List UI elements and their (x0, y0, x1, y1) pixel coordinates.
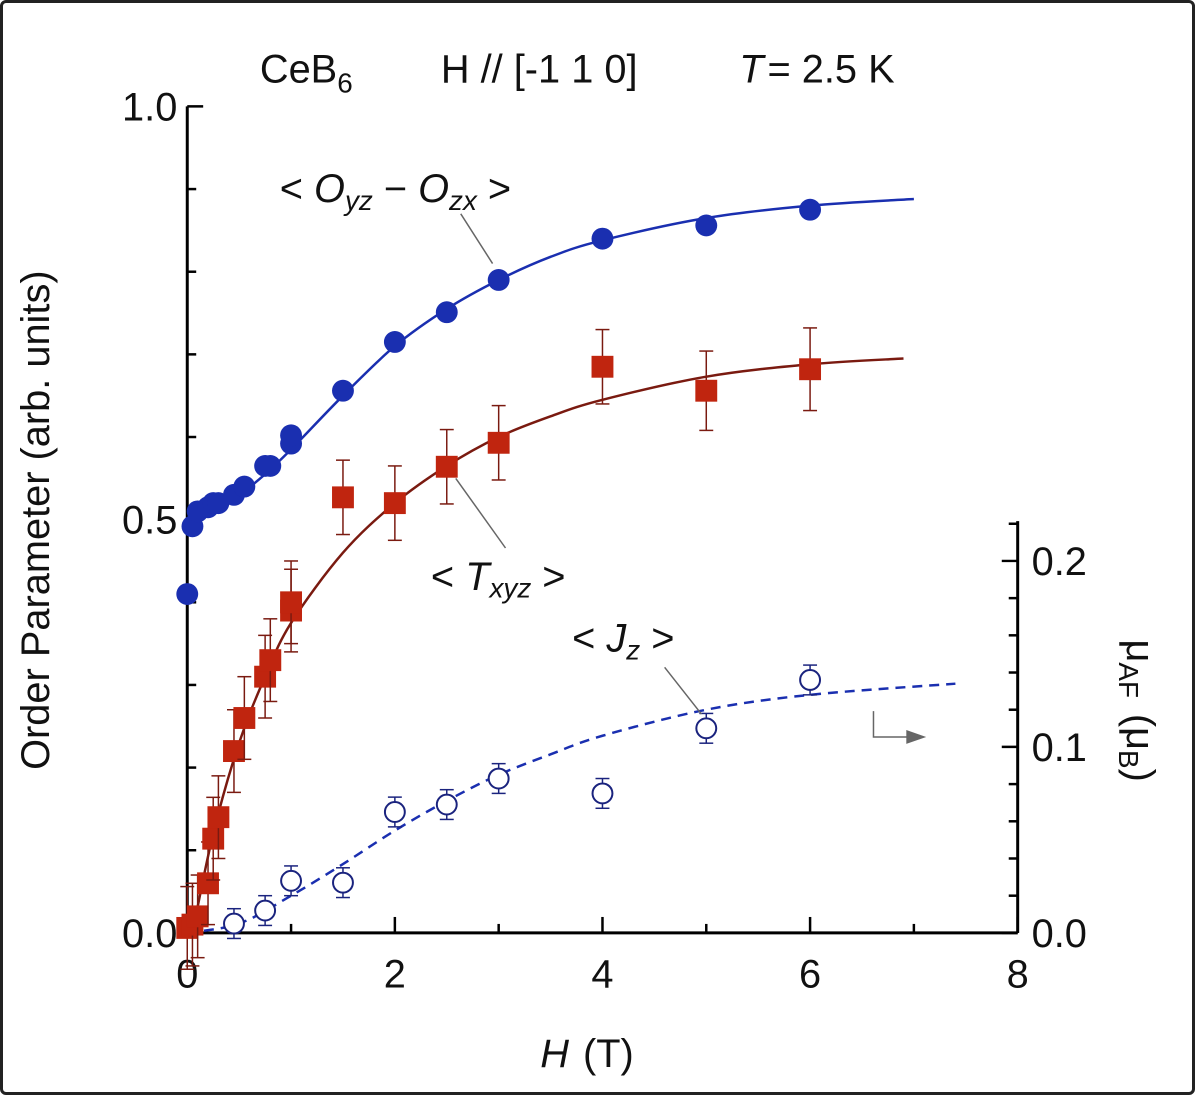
data-point-jz (591, 782, 614, 805)
axis-labels: H (T) Order Parameter (arb. units) μAF(μB… (14, 270, 1162, 1076)
x-tick-label: 6 (799, 953, 821, 997)
data-point-txyz (799, 358, 822, 381)
data-points (176, 198, 822, 970)
data-point-oyz-ozx (799, 198, 822, 221)
title-compound-sub: 6 (337, 68, 352, 99)
y-right-tick-label: 0.2 (1032, 540, 1087, 584)
data-point-jz (799, 669, 822, 691)
data-point-txyz (383, 492, 406, 515)
data-point-txyz (259, 649, 282, 672)
y-right-axis-label: μAF(μB) (1113, 639, 1162, 781)
data-point-txyz (202, 827, 225, 850)
y-right-tick-label: 0.1 (1032, 726, 1087, 770)
y-tick-label: 0.5 (122, 499, 177, 543)
x-tick-label: 8 (1007, 953, 1029, 997)
y-tick-label: 0.0 (122, 912, 177, 956)
data-point-txyz (435, 455, 458, 478)
data-point-txyz (591, 355, 614, 378)
data-point-oyz-ozx (332, 379, 354, 402)
y-right-tick-label: 0.0 (1032, 912, 1087, 956)
title-temp-value: = 2.5 K (767, 48, 895, 92)
title-temp-var: T (739, 48, 766, 92)
annotation-oyz-ozx: < Oyz − Ozx > (280, 167, 511, 216)
annotation-jz: < Jz > (572, 616, 674, 665)
data-point-oyz-ozx (259, 454, 282, 477)
data-point-jz (695, 717, 718, 740)
data-point-oyz-ozx (280, 424, 303, 447)
data-point-jz (332, 871, 354, 894)
annotation-leader-txyz (455, 477, 507, 549)
data-point-jz (383, 801, 406, 823)
data-point-txyz (207, 806, 230, 829)
data-point-jz (254, 899, 277, 922)
svg-text:CeB6: CeB6 (260, 48, 353, 99)
data-point-oyz-ozx (233, 475, 256, 498)
y-tick-label: 1.0 (122, 85, 177, 129)
data-point-oyz-ozx (591, 227, 614, 250)
x-tick-label: 4 (591, 953, 613, 997)
data-point-jz (280, 869, 303, 892)
data-point-txyz (186, 905, 209, 928)
data-point-txyz (695, 379, 718, 402)
data-point-jz (487, 767, 510, 790)
chart-title: CeB6 H // [-1 1 0] T= 2.5 K (260, 48, 895, 99)
fit-curves (186, 197, 956, 935)
fit-curve-2 (187, 682, 956, 935)
data-point-txyz (487, 431, 510, 454)
annotation-leader-oyz (460, 213, 494, 264)
data-point-oyz-ozx (176, 583, 199, 605)
data-point-txyz (280, 591, 303, 614)
data-point-jz (435, 793, 458, 816)
data-point-txyz (233, 707, 256, 729)
title-field: H // [-1 1 0] (441, 48, 638, 92)
series-annotations: < Oyz − Ozx > < Txyz > < Jz > (280, 167, 927, 744)
x-tick-label: 2 (384, 953, 406, 997)
annotation-leader-jz (664, 666, 703, 715)
data-point-txyz (223, 740, 245, 762)
chart-svg: CeB6 H // [-1 1 0] T= 2.5 K 0 2 4 6 80.00.51… (14, 48, 1162, 1077)
y-axis-label: Order Parameter (arb. units) (14, 270, 58, 769)
annotation-txyz: < Txyz > (431, 555, 566, 604)
data-point-txyz (332, 486, 354, 509)
data-point-oyz-ozx (695, 214, 718, 237)
axes: 0 2 4 6 80.00.51.00.00.10.2 (122, 85, 1087, 996)
data-point-txyz (197, 872, 219, 895)
title-compound: CeB (260, 48, 337, 92)
data-point-oyz-ozx (383, 331, 406, 353)
data-point-jz (223, 912, 245, 935)
x-axis-label: H (T) (540, 1032, 633, 1076)
data-point-oyz-ozx (487, 269, 510, 291)
data-point-oyz-ozx (435, 301, 458, 324)
svg-text:T= 2.5 K: T= 2.5 K (739, 48, 895, 92)
right-axis-arrow-icon (872, 711, 927, 744)
